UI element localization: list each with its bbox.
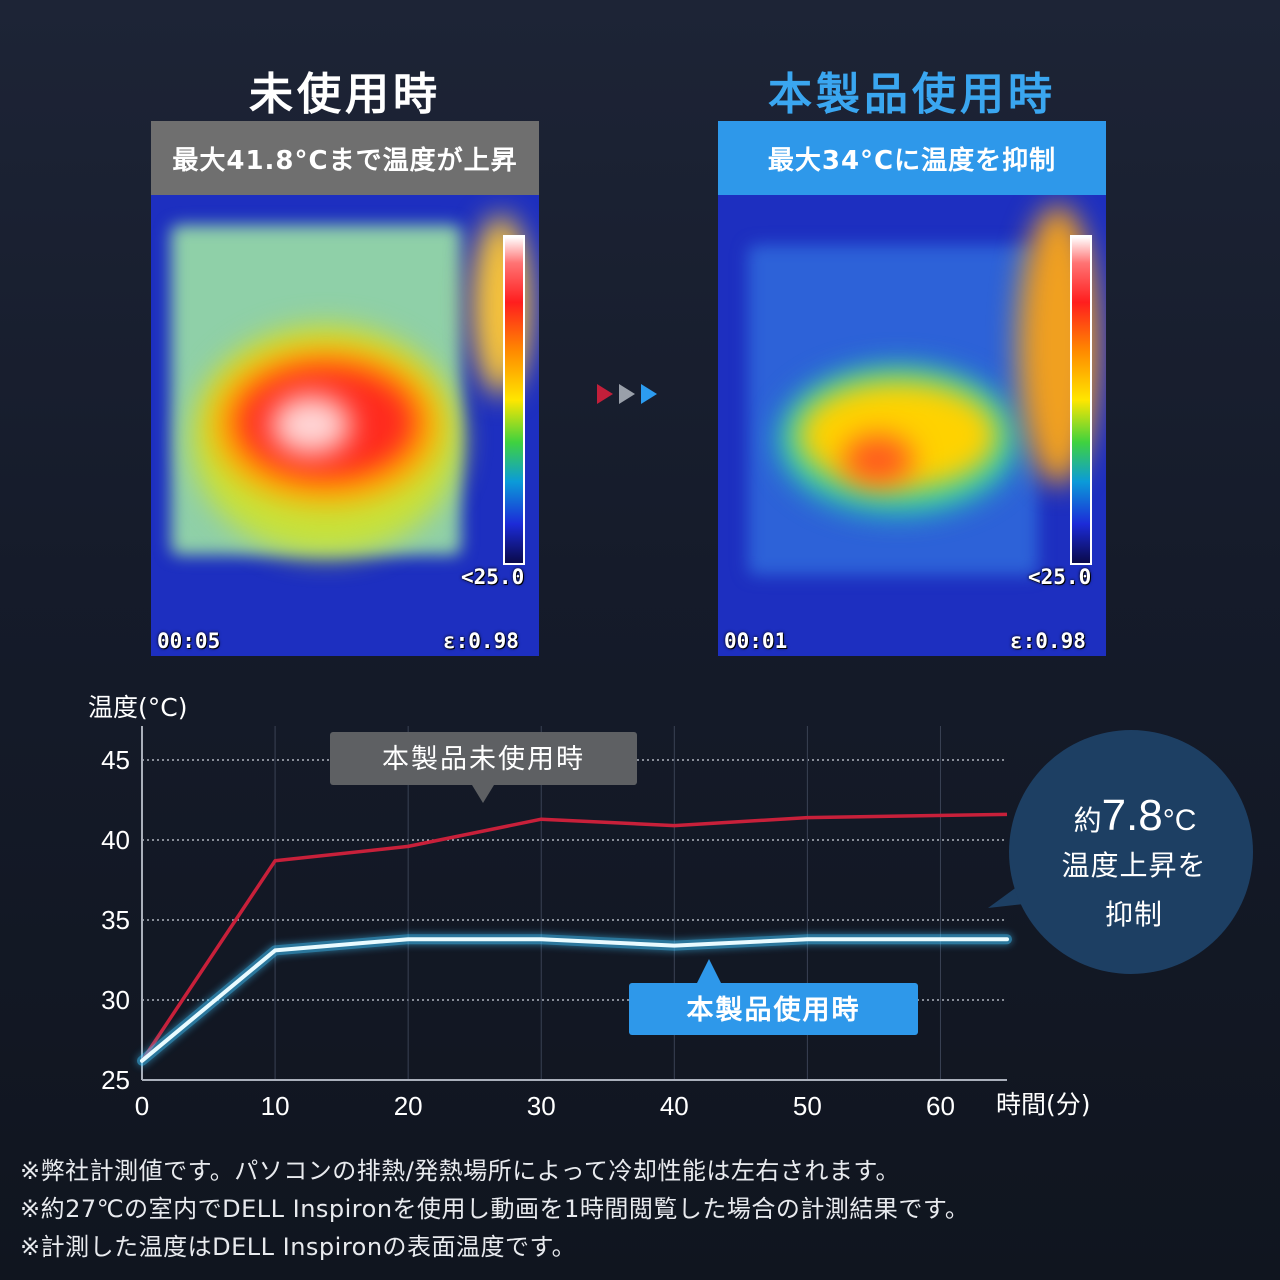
- temperature-scale-bar: [1070, 235, 1092, 565]
- annotation-bubble: [1009, 730, 1253, 974]
- used-label-pointer: [697, 959, 721, 983]
- used-label-box: [629, 983, 918, 1035]
- used-panel-title: 本製品使用時: [768, 69, 1056, 120]
- x-tick-label: 40: [660, 1091, 689, 1121]
- x-tick-label: 60: [926, 1091, 955, 1121]
- annotation-value: 7.8: [1102, 791, 1163, 840]
- used-thermal-image: <25.0 00:01 ε:0.98: [718, 195, 1106, 656]
- unused-label-box: [330, 732, 637, 785]
- scale-min-label: <25.0: [461, 565, 525, 589]
- y-tick-label: 40: [101, 825, 130, 855]
- used-series-line: [140, 937, 1009, 1063]
- footnote-1: ※弊社計測値です。パソコンの排熱/発熱場所によって冷却性能は左右されます。: [20, 1157, 900, 1185]
- timestamp-label: 00:01: [724, 629, 788, 653]
- y-tick-label: 45: [101, 745, 130, 775]
- temperature-scale-bar: [503, 235, 525, 565]
- scale-min-label: <25.0: [1028, 565, 1092, 589]
- annotation-line3: 抑制: [1105, 898, 1163, 931]
- emissivity-label: ε:0.98: [443, 629, 519, 653]
- footnote-2: ※約27℃の室内でDELL Inspironを使用し動画を1時間閲覧した場合の計…: [20, 1195, 970, 1223]
- transition-arrows: [597, 384, 657, 404]
- unused-thermal-image: <25.0 00:05 ε:0.98: [151, 195, 539, 656]
- arrow-blue-icon: [641, 384, 657, 404]
- timestamp-label: 00:05: [157, 629, 221, 653]
- unused-series-line: [140, 812, 1008, 1062]
- arrow-gray-icon: [619, 384, 635, 404]
- x-tick-label: 10: [261, 1091, 290, 1121]
- hot-spot: [843, 435, 913, 485]
- annotation-prefix: 約: [1074, 805, 1102, 836]
- unused-panel-title: 未使用時: [249, 69, 441, 120]
- temperature-line-chart: 25 30 35 40 45 0 10 20 30 40 50 60 温度(°C) 時間(分) 本製品未使…: [88, 693, 1253, 1121]
- footnote-3: ※計測した温度はDELL Inspironの表面温度です。: [20, 1233, 577, 1261]
- y-axis-title: 温度(°C): [88, 693, 187, 722]
- y-tick-label: 30: [101, 985, 130, 1015]
- emissivity-label: ε:0.98: [1010, 629, 1086, 653]
- unused-series-label: 本製品未使用時: [382, 744, 585, 775]
- x-tick-label: 50: [793, 1091, 822, 1121]
- annotation-line1: 約7.8°C: [1074, 791, 1197, 840]
- annotation-line2: 温度上昇を: [1061, 849, 1206, 882]
- arrow-red-icon: [597, 384, 613, 404]
- used-series-label: 本製品使用時: [687, 995, 861, 1026]
- used-max-temp-banner: 最大34°Cに温度を抑制: [718, 121, 1106, 195]
- unused-label-pointer: [472, 785, 494, 803]
- y-tick-label: 35: [101, 905, 130, 935]
- footnotes: ※弊社計測値です。パソコンの排熱/発熱場所によって冷却性能は左右されます。 ※約…: [20, 1152, 969, 1266]
- x-tick-label: 0: [135, 1091, 149, 1121]
- y-tick-label: 25: [101, 1065, 130, 1095]
- hottest-spot: [271, 395, 351, 455]
- x-tick-label: 30: [527, 1091, 556, 1121]
- x-tick-label: 20: [394, 1091, 423, 1121]
- annotation-unit: °C: [1163, 804, 1197, 837]
- x-axis-title: 時間(分): [996, 1090, 1091, 1119]
- unused-max-temp-banner: 最大41.8°Cまで温度が上昇: [151, 121, 539, 195]
